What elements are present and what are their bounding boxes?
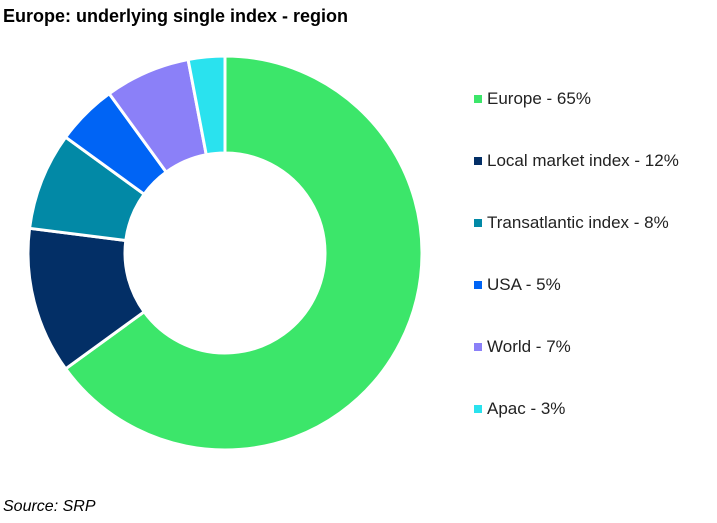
legend-item-usa: USA - 5%: [474, 274, 561, 296]
legend-item-local-market-index: Local market index - 12%: [474, 150, 679, 172]
legend-item-world: World - 7%: [474, 336, 571, 358]
legend-label: Apac - 3%: [487, 399, 566, 418]
chart-title: Europe: underlying single index - region: [3, 6, 349, 26]
legend-item-transatlantic-index: Transatlantic index - 8%: [474, 212, 669, 234]
legend-swatch: [474, 405, 482, 413]
donut-slice-apac: [186, 54, 227, 157]
donut-slice-europe: [64, 54, 424, 452]
legend-swatch: [474, 157, 482, 165]
source-note: Source: SRP: [3, 498, 96, 515]
legend-label: USA - 5%: [487, 275, 561, 294]
legend-label: Local market index - 12%: [487, 151, 679, 170]
legend-item-europe: Europe - 65%: [474, 88, 591, 110]
legend-label: Europe - 65%: [487, 89, 591, 108]
legend-label: World - 7%: [487, 337, 571, 356]
legend-label: Transatlantic index - 8%: [487, 213, 669, 232]
legend-swatch: [474, 343, 482, 351]
legend-swatch: [474, 95, 482, 103]
legend-swatch: [474, 219, 482, 227]
legend-item-apac: Apac - 3%: [474, 398, 565, 420]
legend-swatch: [474, 281, 482, 289]
